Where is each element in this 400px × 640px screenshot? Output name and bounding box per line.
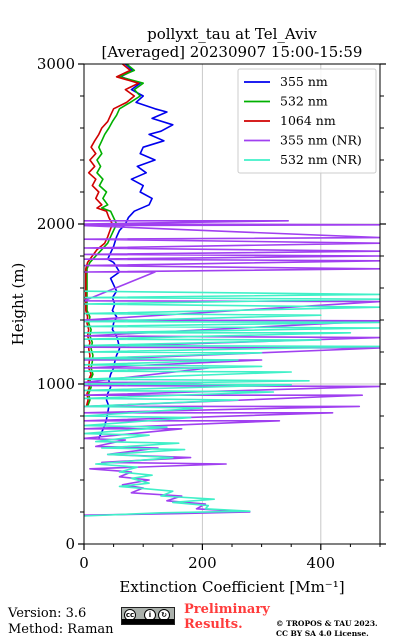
footer-version: Version: 3.6 [8,606,87,621]
y-axis-label: Height (m) [9,263,27,346]
legend-label: 532 nm [280,94,328,109]
x-axis-label: Extinction Coefficient [Mm⁻¹] [119,578,344,596]
y-tick-label: 3000 [37,55,75,73]
cc-license-badge: cc i ↻ [121,607,175,625]
legend-label: 1064 nm [280,113,336,128]
x-tick-label: 200 [188,554,217,572]
extinction-profile-chart: pollyxt_tau at Tel_Aviv [Averaged] 20230… [9,25,386,596]
legend-label: 355 nm [280,74,328,89]
axis-ticks: 0 200 400 0 1000 2000 3000 [37,55,386,572]
series-line [85,64,140,407]
y-tick-label: 0 [65,535,75,553]
x-tick-label: 0 [79,554,89,572]
chart-title-line1: pollyxt_tau at Tel_Aviv [147,25,317,43]
preliminary-notice: Preliminary Results. [184,602,270,632]
footer-method: Method: Raman [8,622,114,637]
x-tick-label: 400 [306,554,335,572]
preliminary-line2: Results. [184,617,243,632]
legend: 355 nm 532 nm 1064 nm 355 nm (NR) 532 nm (NR… [237,68,377,174]
data-series [84,64,380,517]
preliminary-line1: Preliminary [184,602,270,617]
y-tick-label: 1000 [37,375,75,393]
chart-title-line2: [Averaged] 20230907 15:00-15:59 [102,43,363,61]
legend-box [237,68,377,174]
cc-license-caption [122,619,174,624]
copyright-line2: CC BY SA 4.0 License. [276,629,369,638]
series-line [84,290,380,517]
series-line [86,64,144,407]
legend-label: 532 nm (NR) [280,152,362,167]
legend-label: 355 nm (NR) [280,133,362,148]
y-tick-label: 2000 [37,215,75,233]
copyright-notice: © TROPOS & TAU 2023. CC BY SA 4.0 Licens… [276,619,378,639]
copyright-line1: © TROPOS & TAU 2023. [276,619,378,628]
series-line [98,64,174,439]
